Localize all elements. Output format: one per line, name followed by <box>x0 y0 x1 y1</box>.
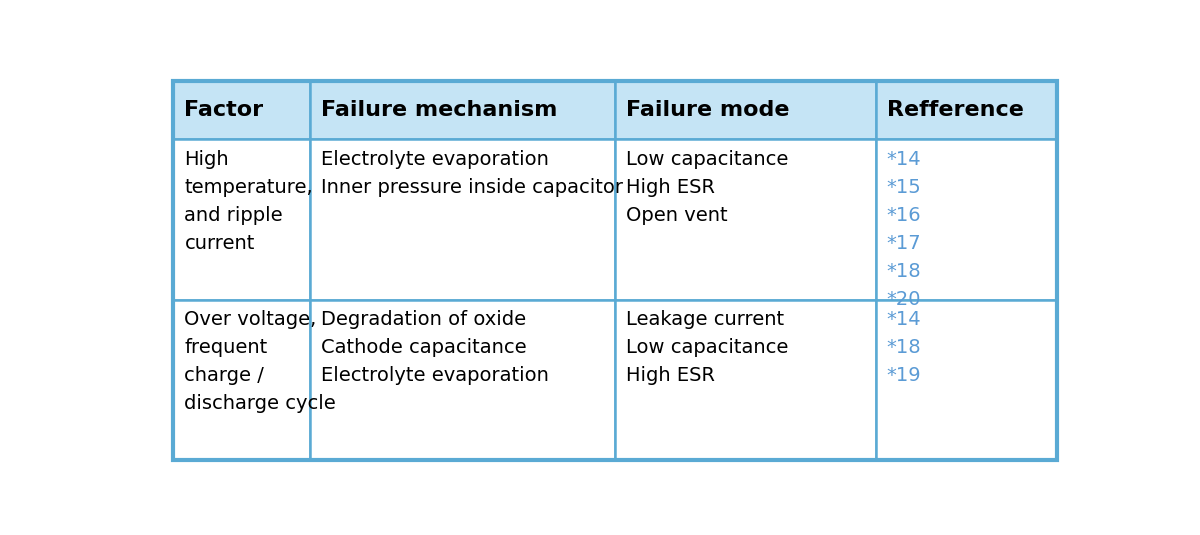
Bar <box>310 140 616 300</box>
Text: Electrolyte evaporation
Inner pressure inside capacitor: Electrolyte evaporation Inner pressure i… <box>322 150 623 197</box>
Text: Failure mode: Failure mode <box>626 100 790 120</box>
Bar <box>876 81 1057 140</box>
Bar <box>616 140 876 300</box>
Bar <box>876 140 1057 300</box>
Bar <box>173 300 310 460</box>
Bar <box>173 140 310 300</box>
Text: *14
*15
*16
*17
*18
*20: *14 *15 *16 *17 *18 *20 <box>887 150 922 309</box>
Bar <box>616 81 876 140</box>
Bar <box>876 300 1057 460</box>
Bar <box>616 300 876 460</box>
Bar <box>310 81 616 140</box>
Text: Degradation of oxide
Cathode capacitance
Electrolyte evaporation: Degradation of oxide Cathode capacitance… <box>322 310 550 385</box>
Text: Factor: Factor <box>185 100 264 120</box>
Text: Over voltage,
frequent
charge /
discharge cycle: Over voltage, frequent charge / discharg… <box>185 310 336 413</box>
Text: Refference: Refference <box>887 100 1024 120</box>
Text: High
temperature,
and ripple
current: High temperature, and ripple current <box>185 150 313 253</box>
Text: Failure mechanism: Failure mechanism <box>322 100 558 120</box>
Text: Leakage current
Low capacitance
High ESR: Leakage current Low capacitance High ESR <box>626 310 788 385</box>
Text: Low capacitance
High ESR
Open vent: Low capacitance High ESR Open vent <box>626 150 788 225</box>
Text: *14
*18
*19: *14 *18 *19 <box>887 310 922 385</box>
Bar <box>310 300 616 460</box>
Bar <box>173 81 310 140</box>
